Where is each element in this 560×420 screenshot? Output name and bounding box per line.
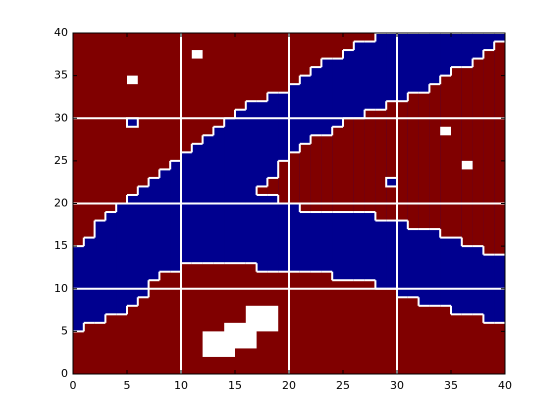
obstacle (191, 50, 203, 59)
red-region (321, 135, 333, 213)
y-tick-label: 15 (54, 239, 68, 252)
x-tick-label: 0 (70, 379, 77, 392)
obstacle (127, 75, 138, 85)
red-region (386, 101, 398, 221)
red-region (310, 135, 322, 213)
obstacle (461, 160, 473, 170)
x-tick-label: 15 (228, 379, 242, 392)
red-region (299, 143, 312, 213)
y-tick-label: 10 (54, 282, 68, 295)
red-region (256, 186, 268, 195)
red-region (289, 152, 301, 204)
y-tick-label: 25 (54, 154, 68, 167)
red-region (375, 109, 387, 221)
red-region (472, 58, 484, 247)
red-region (483, 50, 495, 255)
obstacle (245, 305, 279, 332)
blue-cell (126, 117, 139, 128)
x-tick-label: 10 (174, 379, 188, 392)
blue-region (170, 160, 182, 272)
blue-region (137, 186, 150, 298)
y-tick-label: 20 (54, 197, 68, 210)
red-region (353, 118, 366, 213)
blue-region (83, 237, 96, 323)
y-tick-label: 40 (54, 26, 68, 39)
blue-cell (385, 176, 399, 188)
x-tick-label: 35 (444, 379, 458, 392)
blue-region (116, 203, 128, 315)
red-region (267, 177, 279, 195)
blue-region (94, 220, 106, 323)
blue-region (245, 101, 258, 264)
red-region (364, 109, 376, 213)
red-region (278, 160, 290, 204)
red-region (397, 101, 409, 221)
blue-region (235, 109, 247, 264)
x-tick-label: 30 (390, 379, 404, 392)
blue-region (202, 135, 214, 264)
blue-region (105, 212, 117, 315)
red-region (440, 75, 452, 238)
x-tick-label: 25 (336, 379, 350, 392)
red-region (429, 84, 441, 230)
red-region (332, 126, 344, 213)
y-tick-label: 0 (61, 367, 68, 380)
y-tick-label: 35 (54, 69, 68, 82)
red-region (494, 41, 506, 255)
red-region (418, 92, 430, 230)
y-tick-label: 30 (54, 111, 68, 124)
red-region (407, 92, 420, 230)
x-tick-label: 5 (124, 379, 131, 392)
blue-region (181, 152, 193, 264)
blue-region (127, 194, 139, 306)
blue-region (213, 126, 225, 264)
blue-region (148, 177, 160, 281)
blue-region (159, 169, 171, 272)
red-region (451, 67, 463, 238)
x-tick-label: 40 (498, 379, 512, 392)
x-tick-label: 20 (282, 379, 296, 392)
red-region (461, 67, 474, 247)
y-tick-label: 5 (61, 324, 68, 337)
obstacle (440, 126, 451, 136)
red-region (343, 118, 355, 213)
blue-region (224, 118, 236, 264)
